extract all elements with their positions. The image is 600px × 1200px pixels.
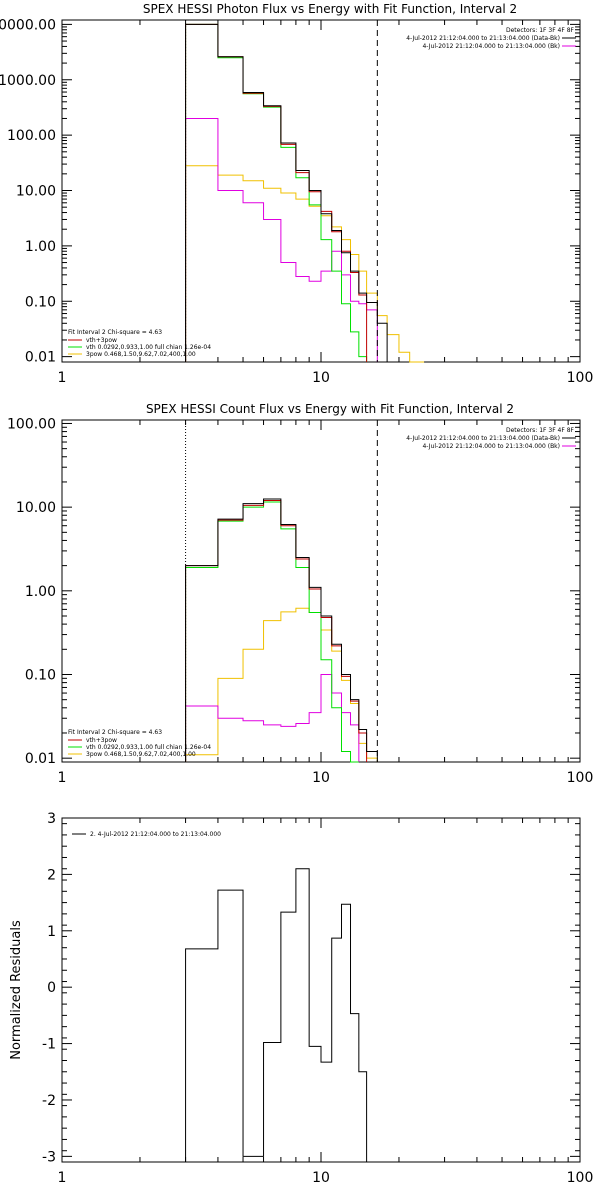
legend-vth: vth 0.0292,0.933,1.00 full chian 1.26e-0… xyxy=(86,344,211,351)
count-flux-panel: SPEX HESSI Count Flux vs Energy with Fit… xyxy=(7,402,593,786)
count-flux-title: SPEX HESSI Count Flux vs Energy with Fit… xyxy=(146,402,514,416)
y-tick-label: 0.10 xyxy=(25,294,56,310)
residuals-series xyxy=(185,868,378,1163)
y-tick-label: 0.10 xyxy=(25,667,56,683)
series-vth xyxy=(185,501,359,763)
legend-data-bk: 4-Jul-2012 21:12:04.000 to 21:13:04.000 … xyxy=(406,35,560,42)
fit-interval-label: Fit Interval 2 Chi-square = 4.63 xyxy=(68,329,162,336)
count-flux-vlines xyxy=(185,420,378,762)
residuals-panel: 1 10 100 -3 -2 -1 0 1 2 3 Normalized Residuals 2.… xyxy=(9,811,593,1186)
count-flux-legend-right: Detectors: 1F 3F 4F 8F 4-Jul-2012 21:12:… xyxy=(406,427,576,450)
residuals-ylabel: Normalized Residuals xyxy=(9,920,24,1060)
legend-bk: 4-Jul-2012 21:12:04.000 to 21:13:04.000 … xyxy=(422,443,560,450)
x-tick-label: 1 xyxy=(58,770,67,786)
x-tick-label: 10 xyxy=(312,370,330,386)
series-data xyxy=(185,23,388,362)
legend-3pow: 3pow 0.468,1.50,9.62,7.02,400,1.00 xyxy=(86,751,196,758)
series-3pow xyxy=(185,165,425,363)
legend-data-bk: 4-Jul-2012 21:12:04.000 to 21:13:04.000 … xyxy=(406,435,560,442)
y-tick-label: -1 xyxy=(42,1037,56,1053)
y-tick-label: 10.00 xyxy=(16,500,56,516)
legend-3pow: 3pow 0.468,1.50,9.62,7.02,400,1.00 xyxy=(86,351,196,358)
y-tick-label: 1.00 xyxy=(25,584,56,600)
legend-vth-3pow: vth+3pow xyxy=(86,337,117,344)
count-flux-series xyxy=(185,498,378,763)
x-tick-label: 100 xyxy=(567,770,594,786)
photon-flux-title: SPEX HESSI Photon Flux vs Energy with Fi… xyxy=(143,2,517,16)
y-tick-label: -3 xyxy=(42,1149,56,1165)
series-vth xyxy=(185,23,368,362)
x-tick-label: 100 xyxy=(567,1170,594,1186)
series-3pow xyxy=(185,607,378,762)
y-tick-label: 2 xyxy=(47,867,56,883)
photon-flux-ticks: 1 10 100 0.01 0.10 1.00 10.00 100.00 1000.00 1000… xyxy=(0,17,593,386)
legend-detectors: Detectors: 1F 3F 4F 8F xyxy=(506,27,575,34)
count-flux-ticks: 1 10 100 0.01 0.10 1.00 10.00 100.00 xyxy=(7,416,593,786)
y-tick-label: 3 xyxy=(47,811,56,827)
y-tick-label: 0.01 xyxy=(25,350,56,366)
legend-vth: vth 0.0292,0.933,1.00 full chian 1.26e-0… xyxy=(86,744,211,751)
x-tick-label: 10 xyxy=(312,1170,330,1186)
series-data xyxy=(185,868,378,1163)
legend-bk: 4-Jul-2012 21:12:04.000 to 21:13:04.000 … xyxy=(422,43,560,50)
x-tick-label: 1 xyxy=(58,370,67,386)
x-tick-label: 10 xyxy=(312,770,330,786)
series-bk xyxy=(185,673,360,762)
y-tick-label: 0.01 xyxy=(25,751,56,767)
photon-flux-panel: SPEX HESSI Photon Flux vs Energy with Fi… xyxy=(0,2,593,386)
y-tick-label: 100.00 xyxy=(7,416,56,432)
photon-flux-series xyxy=(185,23,425,363)
photon-flux-vlines xyxy=(185,20,378,362)
y-tick-label: -2 xyxy=(42,1093,56,1109)
y-tick-label: 10.00 xyxy=(16,184,56,200)
legend-vth-3pow: vth+3pow xyxy=(86,737,117,744)
fit-interval-label: Fit Interval 2 Chi-square = 4.63 xyxy=(68,729,162,736)
y-tick-label: 10000.00 xyxy=(0,17,56,33)
legend-detectors: Detectors: 1F 3F 4F 8F xyxy=(506,427,575,434)
series-data xyxy=(185,498,378,762)
x-tick-label: 100 xyxy=(567,370,594,386)
y-tick-label: 1.00 xyxy=(25,239,56,255)
count-flux-legend-left: Fit Interval 2 Chi-square = 4.63 vth+3po… xyxy=(68,729,211,758)
residuals-legend: 2. 4-Jul-2012 21:12:04.000 to 21:13:04.0… xyxy=(90,831,221,838)
x-tick-label: 1 xyxy=(58,1170,67,1186)
y-tick-label: 1 xyxy=(47,924,56,940)
residuals-ticks: 1 10 100 -3 -2 -1 0 1 2 3 xyxy=(42,811,593,1186)
y-tick-label: 1000.00 xyxy=(0,73,56,89)
y-tick-label: 100.00 xyxy=(7,128,56,144)
photon-flux-legend-left: Fit Interval 2 Chi-square = 4.63 vth+3po… xyxy=(68,329,211,358)
series-vth_plus_3pow xyxy=(185,500,368,762)
y-tick-label: 0 xyxy=(47,980,56,996)
photon-flux-legend-right: Detectors: 1F 3F 4F 8F 4-Jul-2012 21:12:… xyxy=(406,27,576,50)
series-vth_plus_3pow xyxy=(185,23,368,362)
residuals-frame xyxy=(61,817,581,1163)
series-bk xyxy=(185,117,378,362)
